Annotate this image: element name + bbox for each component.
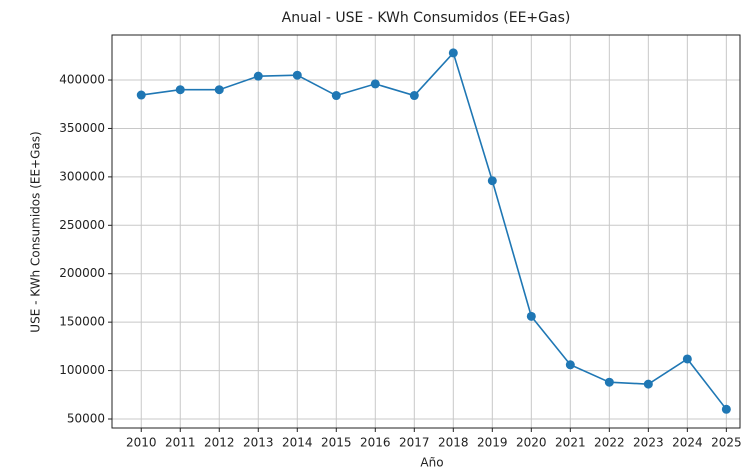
y-tick-label: 50000 bbox=[67, 411, 105, 425]
x-tick-label: 2010 bbox=[126, 436, 157, 450]
x-tick-label: 2014 bbox=[282, 436, 313, 450]
marker bbox=[721, 404, 731, 414]
marker bbox=[604, 377, 614, 387]
x-tick-label: 2018 bbox=[438, 436, 469, 450]
marker bbox=[565, 360, 575, 370]
y-tick-label: 350000 bbox=[59, 121, 105, 135]
x-tick-label: 2013 bbox=[243, 436, 274, 450]
y-tick-label: 150000 bbox=[59, 315, 105, 329]
marker bbox=[331, 91, 341, 101]
x-tick-label: 2020 bbox=[516, 436, 547, 450]
marker bbox=[682, 354, 692, 364]
marker bbox=[487, 176, 497, 186]
y-tick-label: 300000 bbox=[59, 169, 105, 183]
x-tick-label: 2024 bbox=[672, 436, 703, 450]
marker bbox=[214, 85, 224, 95]
marker bbox=[253, 71, 263, 81]
x-tick-label: 2012 bbox=[204, 436, 235, 450]
line bbox=[141, 51, 727, 410]
marker bbox=[292, 70, 302, 80]
x-tick-label: 2023 bbox=[633, 436, 664, 450]
x-tick-label: 2011 bbox=[165, 436, 196, 450]
x-tick-label: 2016 bbox=[360, 436, 391, 450]
x-tick-label: 2015 bbox=[321, 436, 352, 450]
marker bbox=[370, 79, 380, 89]
x-tick-label: 2025 bbox=[711, 436, 742, 450]
y-axis-label: USE - KWh Consumidos (EE+Gas) bbox=[29, 131, 43, 332]
y-tick-label: 400000 bbox=[59, 73, 105, 87]
x-tick-label: 2017 bbox=[399, 436, 430, 450]
marker bbox=[175, 85, 185, 95]
y-tick-label: 100000 bbox=[59, 363, 105, 377]
marker bbox=[526, 311, 536, 321]
plot-frame bbox=[111, 34, 741, 429]
marker bbox=[448, 48, 458, 58]
x-tick-label: 2021 bbox=[555, 436, 586, 450]
marker bbox=[643, 379, 653, 389]
y-tick-label: 200000 bbox=[59, 266, 105, 280]
marker bbox=[409, 91, 419, 101]
y-tick-label: 250000 bbox=[59, 218, 105, 232]
x-tick-label: 2019 bbox=[477, 436, 508, 450]
x-axis-label: Año bbox=[420, 456, 443, 470]
x-tick-label: 2022 bbox=[594, 436, 625, 450]
marker bbox=[136, 90, 146, 100]
chart-title: Anual - USE - KWh Consumidos (EE+Gas) bbox=[282, 10, 571, 26]
